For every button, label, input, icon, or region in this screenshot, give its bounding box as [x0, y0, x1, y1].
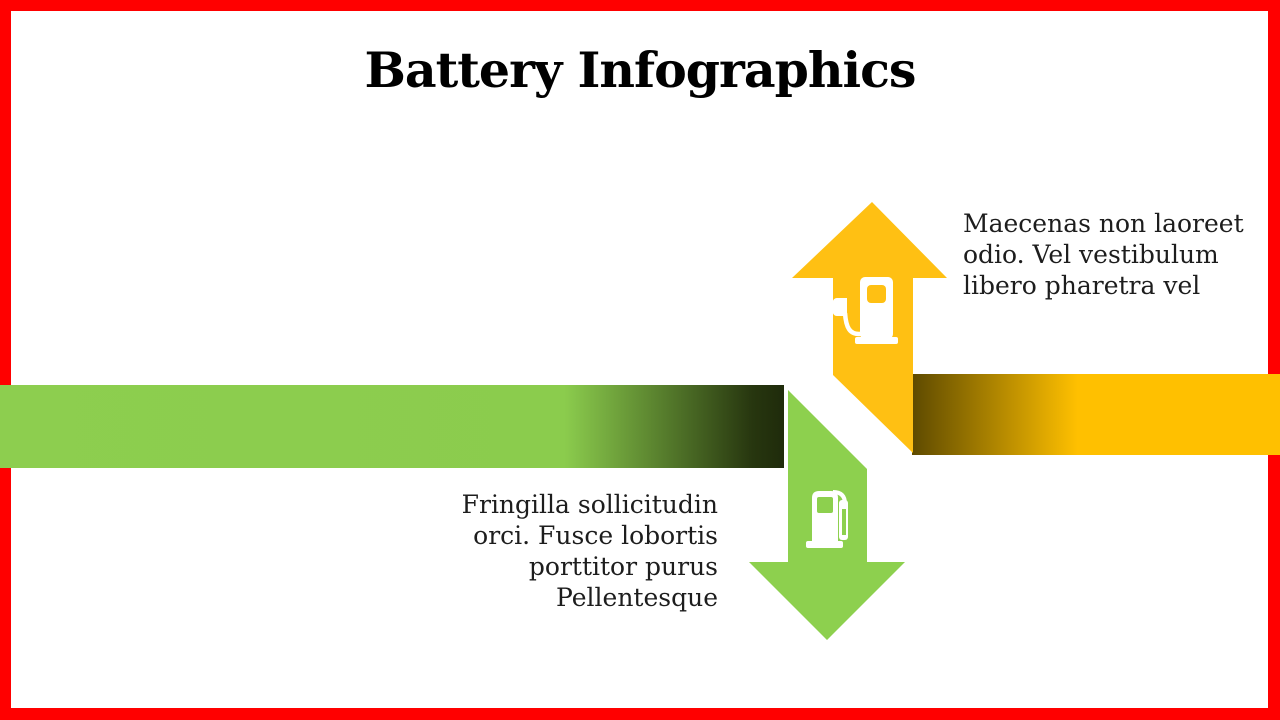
green-ribbon-bar: [0, 385, 784, 468]
fuel-pump-icon: [806, 490, 848, 548]
slide-border-bottom: [0, 708, 1280, 720]
up-arrow-description: Maecenas non laoreet odio. Vel vestibulu…: [963, 209, 1244, 300]
down-arrow-group: [749, 390, 905, 640]
up-arrow-group: [792, 202, 947, 453]
slide-title: Battery Infographics: [364, 41, 916, 99]
slide-border-top: [0, 0, 1280, 11]
yellow-ribbon-bar: [912, 374, 1280, 455]
slide-border-left: [0, 0, 11, 720]
ev-charging-station-icon: [826, 277, 898, 344]
down-arrow-description: Fringilla sollicitudin orci. Fusce lobor…: [461, 490, 718, 612]
slide-border-right: [1268, 0, 1280, 720]
